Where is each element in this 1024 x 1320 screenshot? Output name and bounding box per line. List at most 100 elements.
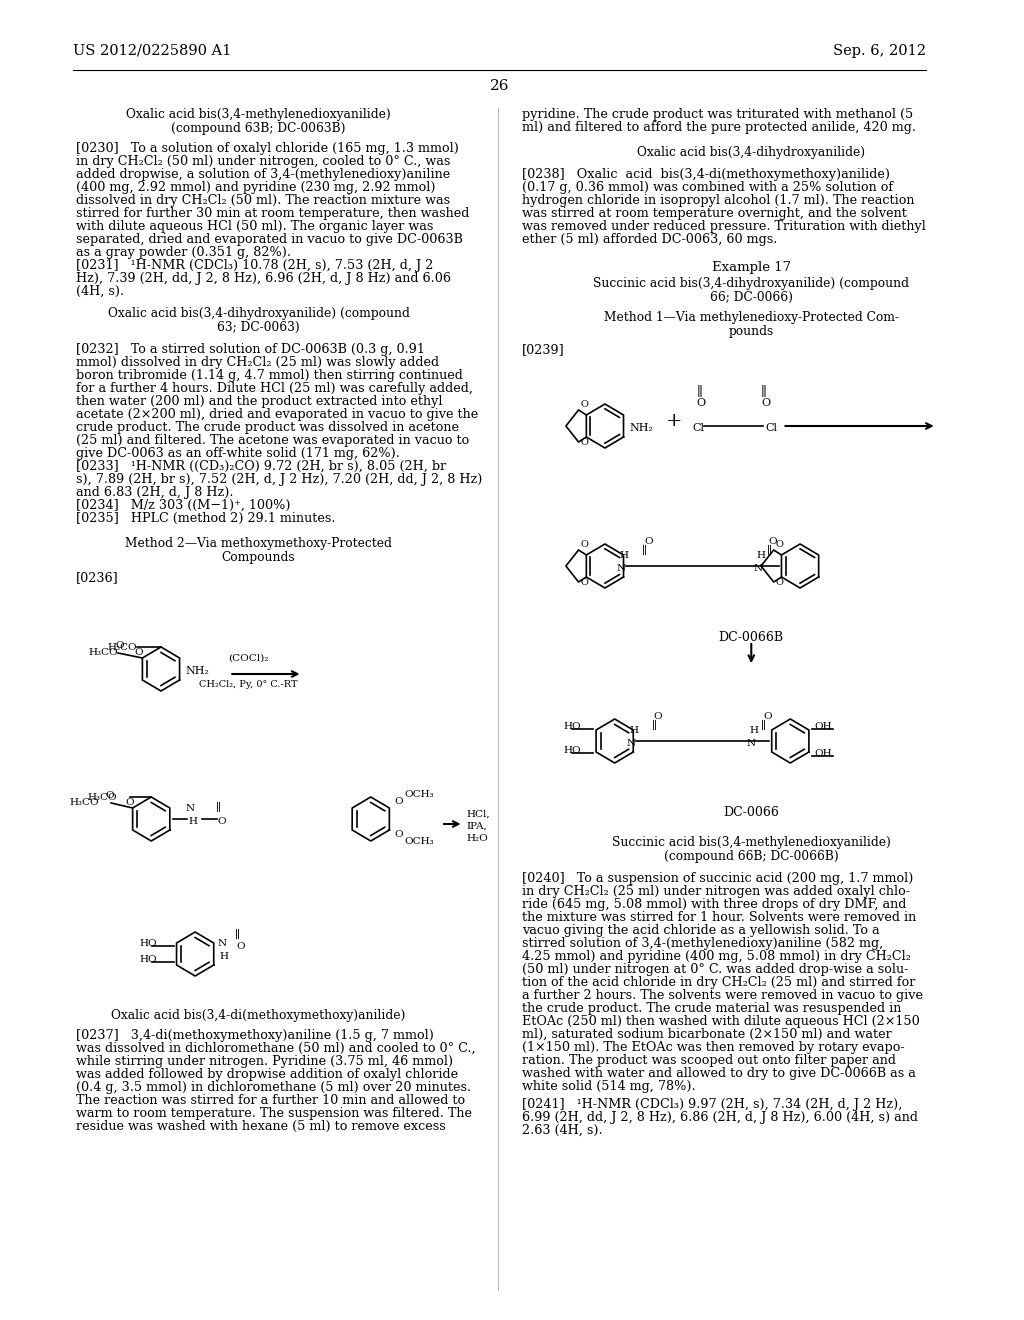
Text: ml) and filtered to afford the pure protected anilide, 420 mg.: ml) and filtered to afford the pure prot… xyxy=(522,121,916,135)
Text: IPA,: IPA, xyxy=(466,822,487,832)
Text: HO: HO xyxy=(564,722,582,731)
Text: [0235]   HPLC (method 2) 29.1 minutes.: [0235] HPLC (method 2) 29.1 minutes. xyxy=(76,512,336,525)
Text: ∥: ∥ xyxy=(761,721,766,731)
Text: Oxalic acid bis(3,4-dihydroxyanilide): Oxalic acid bis(3,4-dihydroxyanilide) xyxy=(637,147,865,158)
Text: (4H, s).: (4H, s). xyxy=(76,285,124,298)
Text: HO: HO xyxy=(139,954,157,964)
Text: N: N xyxy=(754,564,762,573)
Text: Succinic acid bis(3,4-methylenedioxyanilide): Succinic acid bis(3,4-methylenedioxyanil… xyxy=(611,836,891,849)
Text: ∥: ∥ xyxy=(651,721,656,731)
Text: O: O xyxy=(134,648,143,657)
Text: O: O xyxy=(644,537,652,546)
Text: (0.17 g, 0.36 mmol) was combined with a 25% solution of: (0.17 g, 0.36 mmol) was combined with a … xyxy=(522,181,893,194)
Text: N: N xyxy=(616,564,626,573)
Text: pyridine. The crude product was triturated with methanol (5: pyridine. The crude product was triturat… xyxy=(522,108,913,121)
Text: ml), saturated sodium bicarbonate (2×150 ml) and water: ml), saturated sodium bicarbonate (2×150… xyxy=(522,1028,892,1041)
Text: (compound 63B; DC-0063B): (compound 63B; DC-0063B) xyxy=(171,121,346,135)
Text: O: O xyxy=(394,797,402,807)
Text: [0231]   ¹H-NMR (CDCl₃) 10.78 (2H, s), 7.53 (2H, d, J 2: [0231] ¹H-NMR (CDCl₃) 10.78 (2H, s), 7.5… xyxy=(76,259,433,272)
Text: [0237]   3,4-di(methoxymethoxy)aniline (1.5 g, 7 mmol): [0237] 3,4-di(methoxymethoxy)aniline (1.… xyxy=(76,1030,434,1041)
Text: H: H xyxy=(620,550,629,560)
Text: O: O xyxy=(775,540,783,549)
Text: OH: OH xyxy=(815,722,833,731)
Text: Cl: Cl xyxy=(765,422,777,433)
Text: 2.63 (4H, s).: 2.63 (4H, s). xyxy=(522,1125,602,1137)
Text: CH₂Cl₂, Py, 0° C.-RT: CH₂Cl₂, Py, 0° C.-RT xyxy=(200,680,298,689)
Text: warm to room temperature. The suspension was filtered. The: warm to room temperature. The suspension… xyxy=(76,1107,472,1119)
Text: Sep. 6, 2012: Sep. 6, 2012 xyxy=(833,44,926,58)
Text: Method 1—Via methylenedioxy-Protected Com-: Method 1—Via methylenedioxy-Protected Co… xyxy=(604,312,899,323)
Text: (50 ml) under nitrogen at 0° C. was added drop-wise a solu-: (50 ml) under nitrogen at 0° C. was adde… xyxy=(522,964,908,975)
Text: mmol) dissolved in dry CH₂Cl₂ (25 ml) was slowly added: mmol) dissolved in dry CH₂Cl₂ (25 ml) wa… xyxy=(76,356,439,370)
Text: Method 2—Via methoxymethoxy-Protected: Method 2—Via methoxymethoxy-Protected xyxy=(125,537,392,550)
Text: ∥: ∥ xyxy=(216,803,221,813)
Text: HO: HO xyxy=(564,746,582,755)
Text: [0232]   To a stirred solution of DC-0063B (0.3 g, 0.91: [0232] To a stirred solution of DC-0063B… xyxy=(76,343,425,356)
Text: O: O xyxy=(394,830,402,840)
Text: stirred for further 30 min at room temperature, then washed: stirred for further 30 min at room tempe… xyxy=(76,207,469,220)
Text: with dilute aqueous HCl (50 ml). The organic layer was: with dilute aqueous HCl (50 ml). The org… xyxy=(76,220,433,234)
Text: ether (5 ml) afforded DC-0063, 60 mgs.: ether (5 ml) afforded DC-0063, 60 mgs. xyxy=(522,234,777,246)
Text: NH₂: NH₂ xyxy=(185,667,209,676)
Text: Oxalic acid bis(3,4-dihydroxyanilide) (compound: Oxalic acid bis(3,4-dihydroxyanilide) (c… xyxy=(108,308,410,319)
Text: ride (645 mg, 5.08 mmol) with three drops of dry DMF, and: ride (645 mg, 5.08 mmol) with three drop… xyxy=(522,898,906,911)
Text: N: N xyxy=(185,804,195,813)
Text: boron tribromide (1.14 g, 4.7 mmol) then stirring continued: boron tribromide (1.14 g, 4.7 mmol) then… xyxy=(76,370,463,381)
Text: OCH₃: OCH₃ xyxy=(403,837,433,846)
Text: O: O xyxy=(581,400,589,409)
Text: O: O xyxy=(237,942,245,950)
Text: (COCl)₂: (COCl)₂ xyxy=(228,653,269,663)
Text: ∥: ∥ xyxy=(236,929,241,940)
Text: tion of the acid chloride in dry CH₂Cl₂ (25 ml) and stirred for: tion of the acid chloride in dry CH₂Cl₂ … xyxy=(522,975,915,989)
Text: Succinic acid bis(3,4-dihydroxyanilide) (compound: Succinic acid bis(3,4-dihydroxyanilide) … xyxy=(593,277,909,290)
Text: H₃CO: H₃CO xyxy=(108,643,137,652)
Text: O: O xyxy=(125,799,133,807)
Text: white solid (514 mg, 78%).: white solid (514 mg, 78%). xyxy=(522,1080,695,1093)
Text: 26: 26 xyxy=(489,79,509,92)
Text: 66; DC-0066): 66; DC-0066) xyxy=(710,290,793,304)
Text: O: O xyxy=(217,817,226,826)
Text: [0236]: [0236] xyxy=(76,572,119,583)
Text: O: O xyxy=(581,578,589,587)
Text: s), 7.89 (2H, br s), 7.52 (2H, d, J 2 Hz), 7.20 (2H, dd, J 2, 8 Hz): s), 7.89 (2H, br s), 7.52 (2H, d, J 2 Hz… xyxy=(76,473,482,486)
Text: H: H xyxy=(630,726,638,735)
Text: give DC-0063 as an off-white solid (171 mg, 62%).: give DC-0063 as an off-white solid (171 … xyxy=(76,447,400,459)
Text: O: O xyxy=(775,578,783,587)
Text: O: O xyxy=(696,399,706,408)
Text: NH₂: NH₂ xyxy=(630,422,653,433)
Text: (0.4 g, 3.5 mmol) in dichloromethane (5 ml) over 20 minutes.: (0.4 g, 3.5 mmol) in dichloromethane (5 … xyxy=(76,1081,471,1094)
Text: a further 2 hours. The solvents were removed in vacuo to give: a further 2 hours. The solvents were rem… xyxy=(522,989,923,1002)
Text: Oxalic acid bis(3,4-methylenedioxyanilide): Oxalic acid bis(3,4-methylenedioxyanilid… xyxy=(126,108,391,121)
Text: US 2012/0225890 A1: US 2012/0225890 A1 xyxy=(73,44,231,58)
Text: ration. The product was scooped out onto filter paper and: ration. The product was scooped out onto… xyxy=(522,1053,896,1067)
Text: ∥: ∥ xyxy=(761,385,767,399)
Text: and 6.83 (2H, d, J 8 Hz).: and 6.83 (2H, d, J 8 Hz). xyxy=(76,486,233,499)
Text: DC-0066: DC-0066 xyxy=(723,807,779,818)
Text: for a further 4 hours. Dilute HCl (25 ml) was carefully added,: for a further 4 hours. Dilute HCl (25 ml… xyxy=(76,381,473,395)
Text: O: O xyxy=(653,711,663,721)
Text: ∥: ∥ xyxy=(767,546,772,556)
Text: H: H xyxy=(219,952,228,961)
Text: stirred solution of 3,4-(methylenedioxy)aniline (582 mg,: stirred solution of 3,4-(methylenedioxy)… xyxy=(522,937,884,950)
Text: [0230]   To a solution of oxalyl chloride (165 mg, 1.3 mmol): [0230] To a solution of oxalyl chloride … xyxy=(76,143,459,154)
Text: H: H xyxy=(756,550,765,560)
Text: added dropwise, a solution of 3,4-(methylenedioxy)aniline: added dropwise, a solution of 3,4-(methy… xyxy=(76,168,451,181)
Text: acetate (2×200 ml), dried and evaporated in vacuo to give the: acetate (2×200 ml), dried and evaporated… xyxy=(76,408,478,421)
Text: H₃CO: H₃CO xyxy=(70,799,99,807)
Text: residue was washed with hexane (5 ml) to remove excess: residue was washed with hexane (5 ml) to… xyxy=(76,1119,445,1133)
Text: HO: HO xyxy=(139,939,157,948)
Text: in dry CH₂Cl₂ (25 ml) under nitrogen was added oxalyl chlo-: in dry CH₂Cl₂ (25 ml) under nitrogen was… xyxy=(522,884,910,898)
Text: washed with water and allowed to dry to give DC-0066B as a: washed with water and allowed to dry to … xyxy=(522,1067,915,1080)
Text: (25 ml) and filtered. The acetone was evaporated in vacuo to: (25 ml) and filtered. The acetone was ev… xyxy=(76,434,469,447)
Text: OH: OH xyxy=(815,748,833,758)
Text: Hz), 7.39 (2H, dd, J 2, 8 Hz), 6.96 (2H, d, J 8 Hz) and 6.06: Hz), 7.39 (2H, dd, J 2, 8 Hz), 6.96 (2H,… xyxy=(76,272,452,285)
Text: O: O xyxy=(581,540,589,549)
Text: 4.25 mmol) and pyridine (400 mg, 5.08 mmol) in dry CH₂Cl₂: 4.25 mmol) and pyridine (400 mg, 5.08 mm… xyxy=(522,950,911,964)
Text: (400 mg, 2.92 mmol) and pyridine (230 mg, 2.92 mmol): (400 mg, 2.92 mmol) and pyridine (230 mg… xyxy=(76,181,435,194)
Text: DC-0066B: DC-0066B xyxy=(719,631,783,644)
Text: O: O xyxy=(769,537,777,546)
Text: in dry CH₂Cl₂ (50 ml) under nitrogen, cooled to 0° C., was: in dry CH₂Cl₂ (50 ml) under nitrogen, co… xyxy=(76,154,451,168)
Text: H: H xyxy=(188,817,198,826)
Text: +: + xyxy=(666,412,682,430)
Text: N: N xyxy=(217,939,226,948)
